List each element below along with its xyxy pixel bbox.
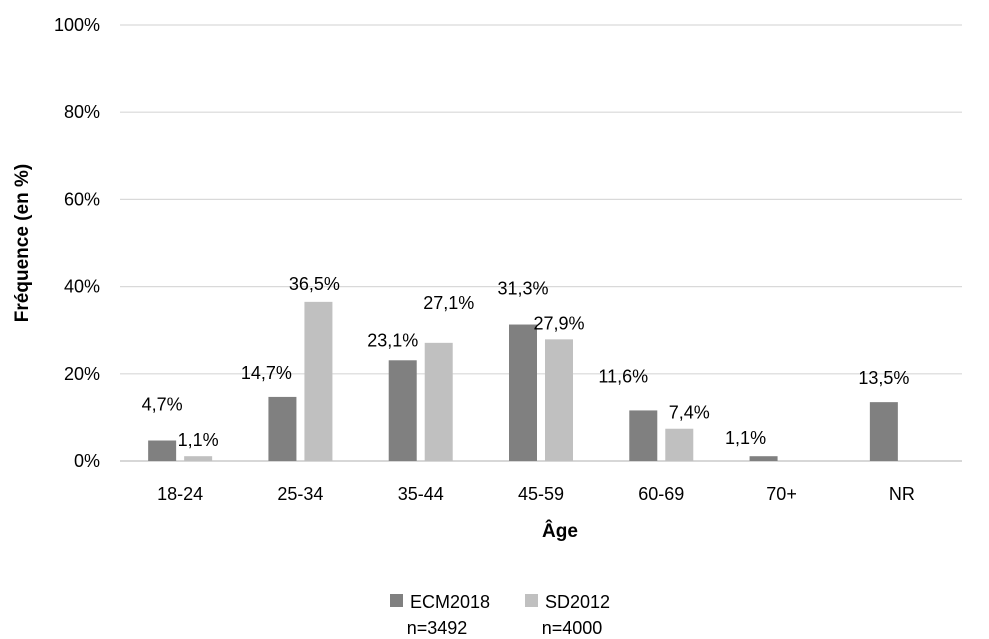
y-tick-label: 100% (54, 15, 100, 35)
bar-sd2012-60-69 (665, 428, 694, 461)
legend: ECM2018 n=3492 SD2012 n=4000 (390, 592, 610, 638)
data-label: 14,7% (241, 363, 292, 383)
data-label: 11,6% (598, 366, 648, 386)
x-axis-ticks: 18-24 25-34 35-44 45-59 60-69 70+ NR (157, 484, 915, 504)
legend-sample-size: n=4000 (542, 618, 603, 638)
data-label: 4,7% (142, 395, 183, 415)
bar-ecm2018-35-44 (388, 360, 417, 461)
data-label: 7,4% (669, 403, 710, 423)
data-label: 1,1% (178, 430, 219, 450)
bar-ecm2018-25-34 (268, 396, 297, 461)
y-axis-title: Fréquence (en %) (12, 164, 33, 322)
y-tick-label: 20% (64, 364, 100, 384)
y-axis-ticks: 0% 20% 40% 60% 80% 100% (54, 15, 100, 471)
y-tick-label: 80% (64, 102, 100, 122)
data-label: 36,5% (289, 274, 340, 294)
legend-sample-size: n=3492 (407, 618, 468, 638)
bar-sd2012-35-44 (424, 342, 453, 461)
bar-sd2012-45-59 (545, 339, 573, 461)
bar-ecm2018-18-24 (148, 440, 177, 461)
x-tick-label: NR (889, 484, 915, 504)
x-tick-label: 35-44 (398, 484, 444, 504)
y-tick-label: 0% (74, 451, 100, 471)
legend-swatch (525, 594, 538, 607)
legend-label: SD2012 (545, 592, 610, 612)
bar-ecm2018-60-69 (629, 410, 658, 461)
bar-ecm2018-45-59 (509, 324, 537, 461)
data-label: 1,1% (725, 428, 766, 448)
bar-sd2012-18-24 (184, 456, 213, 461)
data-label: 27,1% (423, 293, 474, 313)
y-tick-label: 60% (64, 189, 100, 209)
gridlines (120, 24, 962, 462)
data-label: 27,9% (533, 313, 584, 333)
x-axis-title: Âge (542, 520, 578, 542)
legend-swatch (390, 594, 403, 607)
data-label: 31,3% (497, 279, 548, 299)
bar-sd2012-25-34 (304, 301, 333, 461)
bars (148, 301, 898, 461)
y-tick-label: 40% (64, 277, 100, 297)
bar-ecm2018-nr (869, 402, 898, 461)
data-label: 13,5% (858, 368, 909, 388)
x-tick-label: 45-59 (518, 484, 564, 504)
x-tick-label: 70+ (766, 484, 797, 504)
bar-ecm2018-70+ (749, 456, 778, 461)
data-labels: 4,7% 1,1% 14,7% 36,5% 23,1%27,1% 31,3% 27,9% 11… (142, 274, 910, 450)
x-tick-label: 25-34 (277, 484, 323, 504)
x-tick-label: 18-24 (157, 484, 203, 504)
legend-label: ECM2018 (410, 592, 490, 612)
data-label: 23,1% (367, 330, 418, 350)
x-tick-label: 60-69 (638, 484, 684, 504)
